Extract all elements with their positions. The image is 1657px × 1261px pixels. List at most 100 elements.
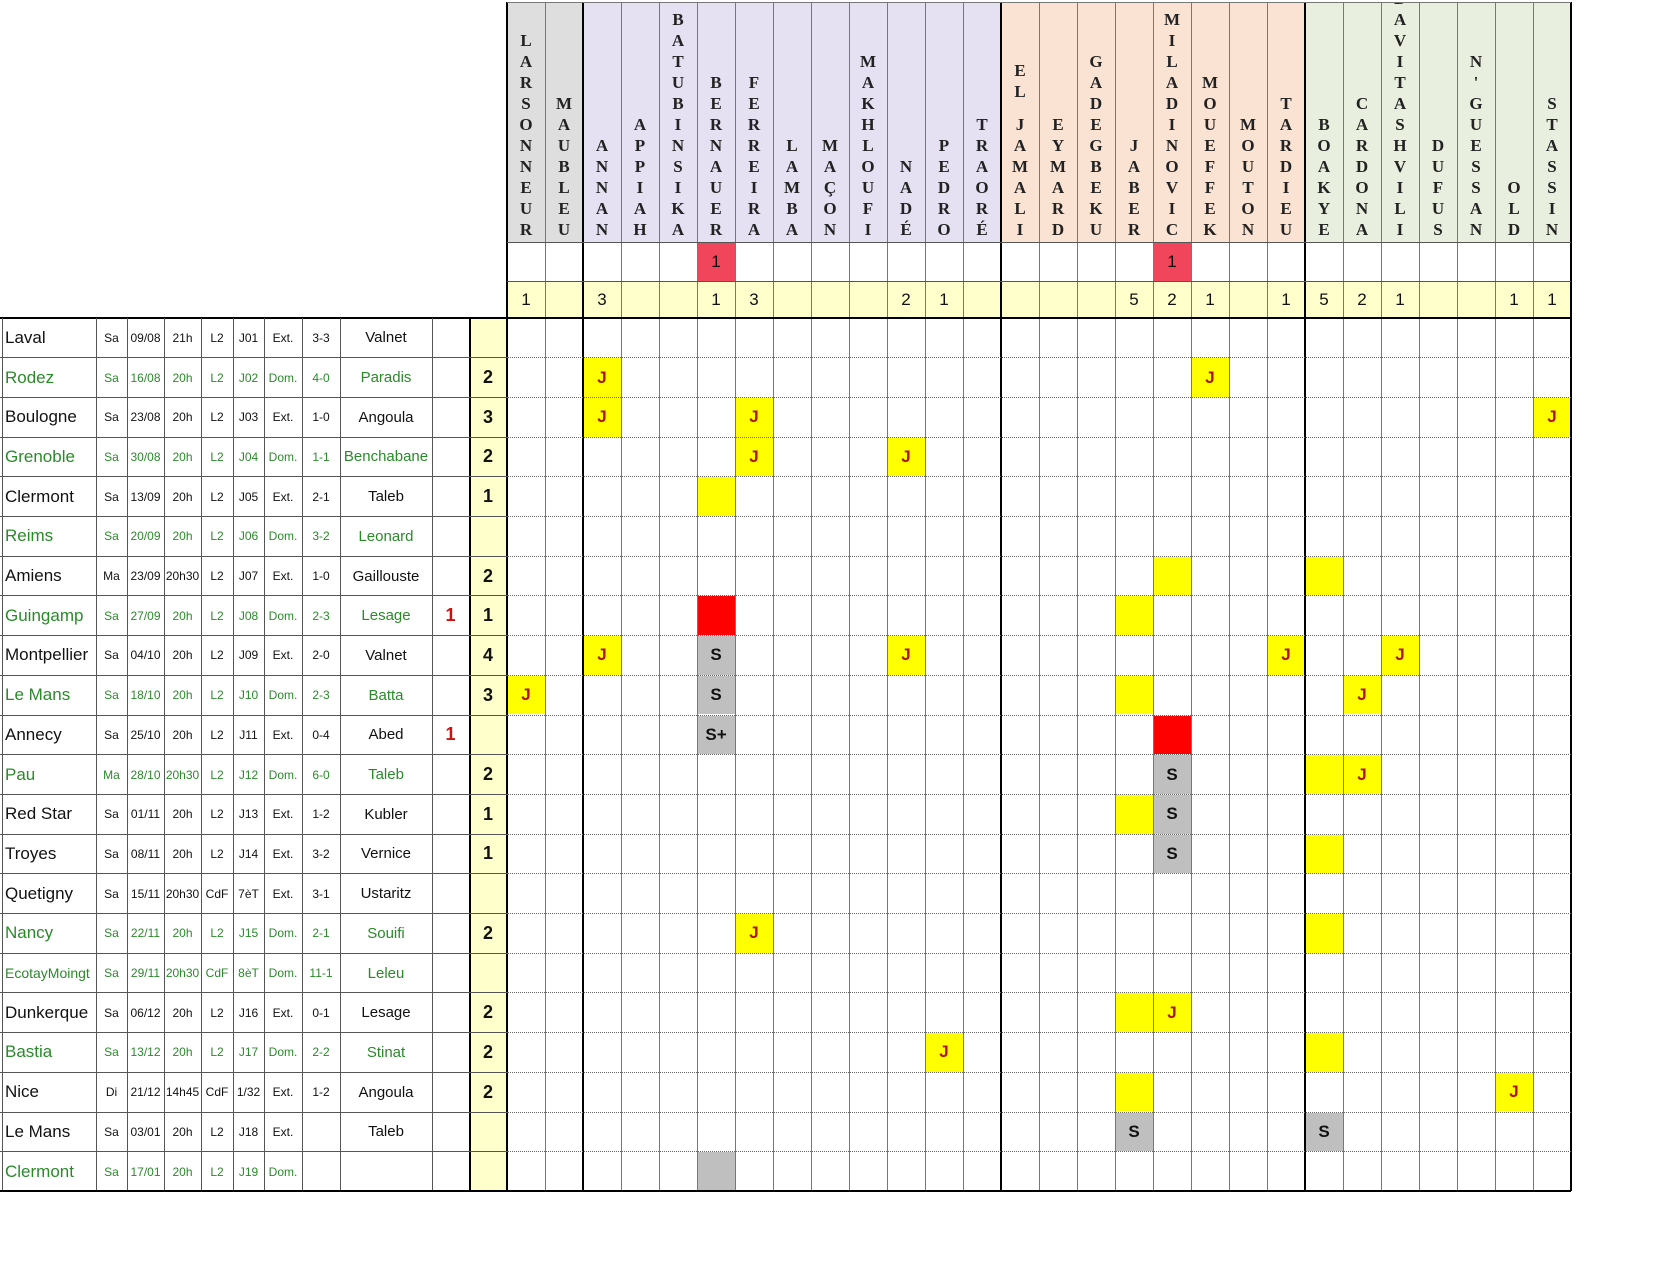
row-separator <box>507 396 1571 398</box>
match-time: 20h <box>172 449 193 464</box>
match-referee: Valnet <box>365 329 407 347</box>
match-round: J16 <box>238 1005 259 1020</box>
match-comp: L2 <box>210 727 224 742</box>
match-reds <box>432 437 469 477</box>
row-separator <box>507 674 1571 676</box>
match-day: Sa <box>104 1164 119 1179</box>
match-referee: Angoula <box>358 1083 414 1101</box>
player-header: B O A K Y E <box>1305 2 1343 242</box>
match-date: 13/09 <box>130 489 161 504</box>
player-yellow-total: 1 <box>507 281 545 318</box>
match-reds <box>432 834 469 874</box>
player-header: M O U T O N <box>1229 2 1267 242</box>
match-score: 3-2 <box>312 846 330 861</box>
player-yellow-total <box>1457 281 1495 318</box>
match-venue: Ext. <box>272 569 294 584</box>
card-cell: S <box>1153 794 1191 834</box>
match-time: 20h30 <box>165 966 200 981</box>
match-referee: Souifi <box>367 924 405 942</box>
match-opponent: Troyes <box>5 843 57 863</box>
card-cell: J <box>735 397 773 437</box>
match-yellows: 1 <box>469 595 507 636</box>
match-score: 3-2 <box>312 529 330 544</box>
match-referee: Vernice <box>360 845 412 863</box>
match-reds <box>432 1072 469 1112</box>
match-venue: Dom. <box>268 966 298 981</box>
grid-line <box>1076 2 1078 1192</box>
match-yellows <box>469 318 507 358</box>
match-yellows: 2 <box>469 913 507 954</box>
player-red-count <box>1343 242 1381 281</box>
grid-line <box>696 2 698 1192</box>
card-cell <box>1305 556 1343 596</box>
match-comp: L2 <box>210 648 224 663</box>
match-referee: Angoula <box>358 408 414 426</box>
match-score: 0-1 <box>312 1005 330 1020</box>
match-referee: Stinat <box>366 1043 406 1061</box>
match-reds <box>432 794 469 834</box>
match-time: 20h <box>172 529 193 544</box>
match-date: 29/11 <box>130 966 161 981</box>
match-time: 20h <box>172 1005 193 1020</box>
match-comp: CdF <box>205 886 229 901</box>
grid-line <box>0 1111 507 1113</box>
match-referee: Ustaritz <box>360 885 412 903</box>
player-red-count: 1 <box>697 242 735 281</box>
player-red-count <box>1381 242 1419 281</box>
match-day: Sa <box>104 449 119 464</box>
match-opponent: Clermont <box>5 486 74 506</box>
player-header: N ' G U E S S A N <box>1457 2 1495 242</box>
grid-line <box>962 2 964 1192</box>
player-red-count: 1 <box>1153 242 1191 281</box>
match-yellows <box>469 953 507 993</box>
match-referee: Abed <box>368 726 404 744</box>
match-opponent: Montpellier <box>5 645 89 665</box>
match-day: Sa <box>104 926 119 941</box>
match-time: 20h <box>172 648 193 663</box>
grid-line <box>1532 2 1534 1192</box>
match-venue: Dom. <box>268 529 298 544</box>
card-cell: J <box>887 636 925 675</box>
match-comp: L2 <box>210 1005 224 1020</box>
match-round: J03 <box>238 410 259 425</box>
card-cell <box>1115 596 1153 636</box>
card-cell: J <box>1533 397 1571 437</box>
grid-line <box>0 635 507 637</box>
match-round: J01 <box>238 330 259 345</box>
match-reds <box>432 755 469 795</box>
match-time: 20h <box>172 608 193 623</box>
match-round: J02 <box>238 370 259 385</box>
player-header: A P P I A H <box>621 2 659 242</box>
match-yellows: 3 <box>469 397 507 438</box>
player-red-count <box>1229 242 1267 281</box>
match-comp: L2 <box>210 1124 224 1139</box>
match-referee: Paradis <box>360 369 412 387</box>
match-day: Sa <box>104 1005 119 1020</box>
player-yellow-total: 1 <box>697 281 735 318</box>
card-cell: J <box>735 914 773 953</box>
card-cell: J <box>925 1033 963 1072</box>
grid-line <box>0 555 507 557</box>
match-reds <box>432 358 469 398</box>
match-score: 1-2 <box>312 1085 330 1100</box>
row-separator <box>507 1151 1571 1153</box>
match-comp: L2 <box>210 410 224 425</box>
match-score <box>302 1152 340 1192</box>
match-date: 08/11 <box>130 846 161 861</box>
player-header: O L D <box>1495 2 1533 242</box>
match-venue: Dom. <box>268 370 298 385</box>
match-venue: Dom. <box>268 1164 298 1179</box>
player-red-count <box>1115 242 1153 281</box>
grid-line <box>620 2 622 1192</box>
match-day: Sa <box>104 807 119 822</box>
card-cell: S <box>1153 755 1191 794</box>
grid-line <box>0 1032 507 1034</box>
player-yellow-total <box>1001 281 1039 318</box>
match-comp: L2 <box>210 489 224 504</box>
grid-line <box>734 2 736 1192</box>
player-yellow-total: 1 <box>1191 281 1229 318</box>
grid-line <box>582 2 584 1192</box>
match-yellows <box>469 873 507 914</box>
player-header: B E R N A U E R <box>697 2 735 242</box>
